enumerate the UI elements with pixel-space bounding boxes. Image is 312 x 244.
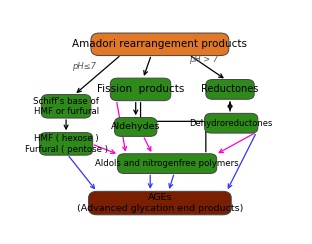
FancyBboxPatch shape xyxy=(89,191,231,215)
FancyBboxPatch shape xyxy=(41,95,91,118)
FancyBboxPatch shape xyxy=(205,113,258,133)
Text: Aldols and nitrogenfree polymers: Aldols and nitrogenfree polymers xyxy=(95,159,239,168)
Text: Dehydroreductones: Dehydroreductones xyxy=(190,119,273,128)
Text: Reductones: Reductones xyxy=(201,84,259,94)
FancyBboxPatch shape xyxy=(91,33,229,56)
Text: AGEs
(Advanced glycation end products): AGEs (Advanced glycation end products) xyxy=(77,193,243,213)
Text: HMF ( hexose )
Furfural ( pentose ): HMF ( hexose ) Furfural ( pentose ) xyxy=(25,134,108,153)
Text: Aldehydes: Aldehydes xyxy=(111,122,160,132)
FancyBboxPatch shape xyxy=(110,78,171,101)
Text: Schiff's base of
HMF or furfural: Schiff's base of HMF or furfural xyxy=(33,97,99,116)
FancyBboxPatch shape xyxy=(40,133,93,155)
FancyBboxPatch shape xyxy=(118,154,217,173)
Text: pH≤7: pH≤7 xyxy=(72,62,96,71)
FancyBboxPatch shape xyxy=(115,118,157,136)
Text: Fission  products: Fission products xyxy=(97,84,184,94)
Text: Amadori rearrangement products: Amadori rearrangement products xyxy=(72,39,247,49)
FancyBboxPatch shape xyxy=(206,80,254,99)
Text: pH > 7: pH > 7 xyxy=(189,55,218,64)
